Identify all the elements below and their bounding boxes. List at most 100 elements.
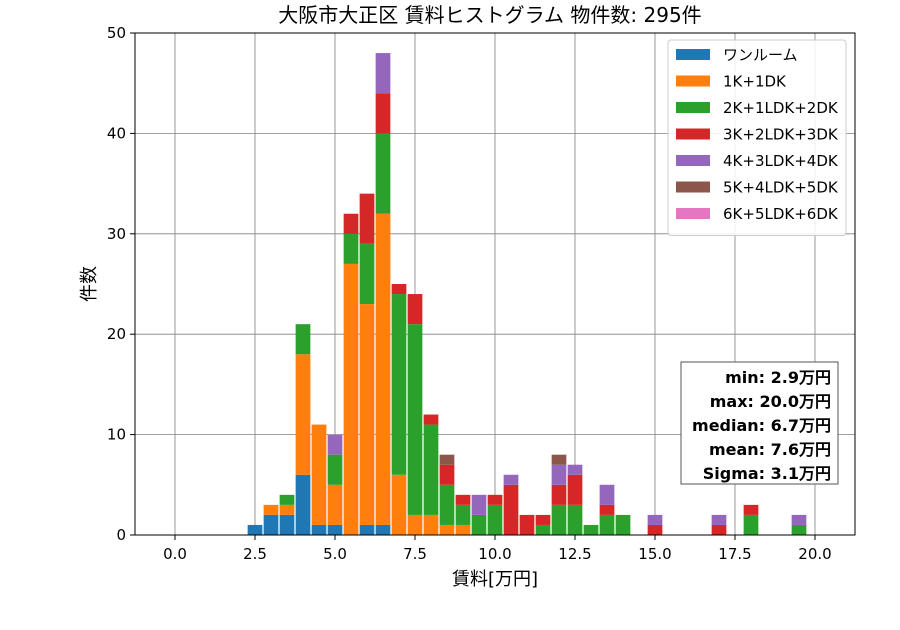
x-tick-label: 10.0 <box>478 545 511 563</box>
legend-swatch <box>676 155 710 166</box>
bar-segment <box>791 524 807 535</box>
bar-segment <box>583 524 599 535</box>
bar-segment <box>647 514 663 525</box>
bar-segment <box>439 524 455 535</box>
bar-segment <box>647 524 663 535</box>
legend-label: 5K+4LDK+5DK <box>723 179 839 197</box>
bar-segment <box>375 524 391 535</box>
bar-segment <box>791 514 807 525</box>
bar-segment <box>567 464 583 475</box>
stats-line: max: 20.0万円 <box>710 392 831 411</box>
bar-segment <box>407 514 423 535</box>
bar-segment <box>599 514 615 535</box>
bar-segment <box>279 504 295 515</box>
bar-segment <box>455 494 471 505</box>
legend-swatch <box>676 128 710 140</box>
bar-segment <box>519 514 535 535</box>
x-tick-label: 20.0 <box>798 545 831 563</box>
bar-segment <box>551 504 567 535</box>
bar-segment <box>743 514 759 535</box>
bar-segment <box>423 424 439 515</box>
bar-segment <box>743 504 759 515</box>
y-axis-label: 件数 <box>79 266 100 302</box>
x-tick-label: 7.5 <box>403 545 427 563</box>
legend-label: ワンルーム <box>723 46 798 64</box>
y-tick-label: 20 <box>107 325 126 343</box>
bar-segment <box>375 213 391 525</box>
bar-segment <box>343 263 359 535</box>
stats-frame <box>680 361 839 485</box>
bar-segment <box>711 524 727 535</box>
x-ticks: 0.0 2.5 5.0 7.5 10.0 12.5 15.0 17.5 20.0 <box>163 535 832 563</box>
legend-swatch <box>676 102 710 113</box>
bar-segment <box>439 454 455 465</box>
bar-segment <box>423 414 439 425</box>
bar-segment <box>455 524 471 535</box>
y-tick-label: 40 <box>107 124 126 142</box>
legend: ワンルーム 1K+1DK 2K+1LDK+2DK 3K+2LDK+3DK 4K+3LDK… <box>667 39 847 236</box>
bar-segment <box>327 454 343 485</box>
legend-label: 4K+3LDK+4DK <box>723 152 839 170</box>
bar-segment <box>439 484 455 525</box>
bar-segment <box>471 514 487 535</box>
bar-segment <box>311 524 327 535</box>
bar-segment <box>311 424 327 525</box>
x-tick-label: 2.5 <box>243 545 267 563</box>
bar-segment <box>599 504 615 515</box>
bar-segment <box>391 284 407 295</box>
x-tick-label: 5.0 <box>323 545 347 563</box>
bar-segment <box>279 494 295 505</box>
bar-segment <box>263 514 279 535</box>
x-tick-label: 15.0 <box>638 545 671 563</box>
y-ticks: 0 10 20 30 40 50 <box>107 24 135 544</box>
bar-segment <box>407 294 423 325</box>
legend-swatch <box>676 75 710 87</box>
chart-title: 大阪市大正区 賃料ヒストグラム 物件数: 295件 <box>278 3 701 27</box>
bar-segment <box>359 243 375 305</box>
stats-line: median: 6.7万円 <box>692 416 831 435</box>
bar-segment <box>535 524 551 535</box>
bar-segment <box>295 324 311 355</box>
bar-segment <box>567 504 583 535</box>
bar-segment <box>327 484 343 525</box>
y-tick-label: 0 <box>116 526 126 544</box>
legend-box <box>667 39 847 236</box>
bar-segment <box>711 514 727 525</box>
stats-box: min: 2.9万円 max: 20.0万円 median: 6.7万円 mean: … <box>680 361 839 485</box>
bar-segment <box>343 213 359 234</box>
stats-line: Sigma: 3.1万円 <box>703 464 831 483</box>
bar-segment <box>263 504 279 515</box>
y-tick-label: 10 <box>107 426 126 444</box>
legend-swatch <box>676 208 710 219</box>
bar-segment <box>423 514 439 535</box>
bar-segment <box>471 494 487 515</box>
legend-label: 6K+5LDK+6DK <box>723 205 839 223</box>
bar-segment <box>551 454 567 465</box>
bar-segment <box>487 504 503 535</box>
bar-segment <box>295 354 311 475</box>
bar-segment <box>391 474 407 535</box>
bar-segment <box>327 524 343 535</box>
bar-segment <box>599 484 615 505</box>
x-axis-label: 賃料[万円] <box>452 569 538 590</box>
y-tick-label: 50 <box>107 24 126 42</box>
bar-segment <box>359 524 375 535</box>
bar-segment <box>375 53 391 94</box>
bar-segment <box>407 324 423 515</box>
bar-segment <box>359 304 375 525</box>
bar-segment <box>391 294 407 475</box>
bar-segment <box>343 233 359 264</box>
legend-swatch <box>676 181 710 193</box>
bar-segment <box>551 484 567 505</box>
bar-segment <box>503 484 519 535</box>
stats-line: min: 2.9万円 <box>725 368 831 387</box>
bar-segment <box>359 193 375 244</box>
bar-segment <box>279 514 295 535</box>
bar-segment <box>327 434 343 455</box>
bar-segment <box>375 93 391 134</box>
x-tick-label: 17.5 <box>718 545 751 563</box>
x-tick-label: 0.0 <box>163 545 187 563</box>
bars <box>247 53 807 535</box>
bar-segment <box>455 504 471 525</box>
